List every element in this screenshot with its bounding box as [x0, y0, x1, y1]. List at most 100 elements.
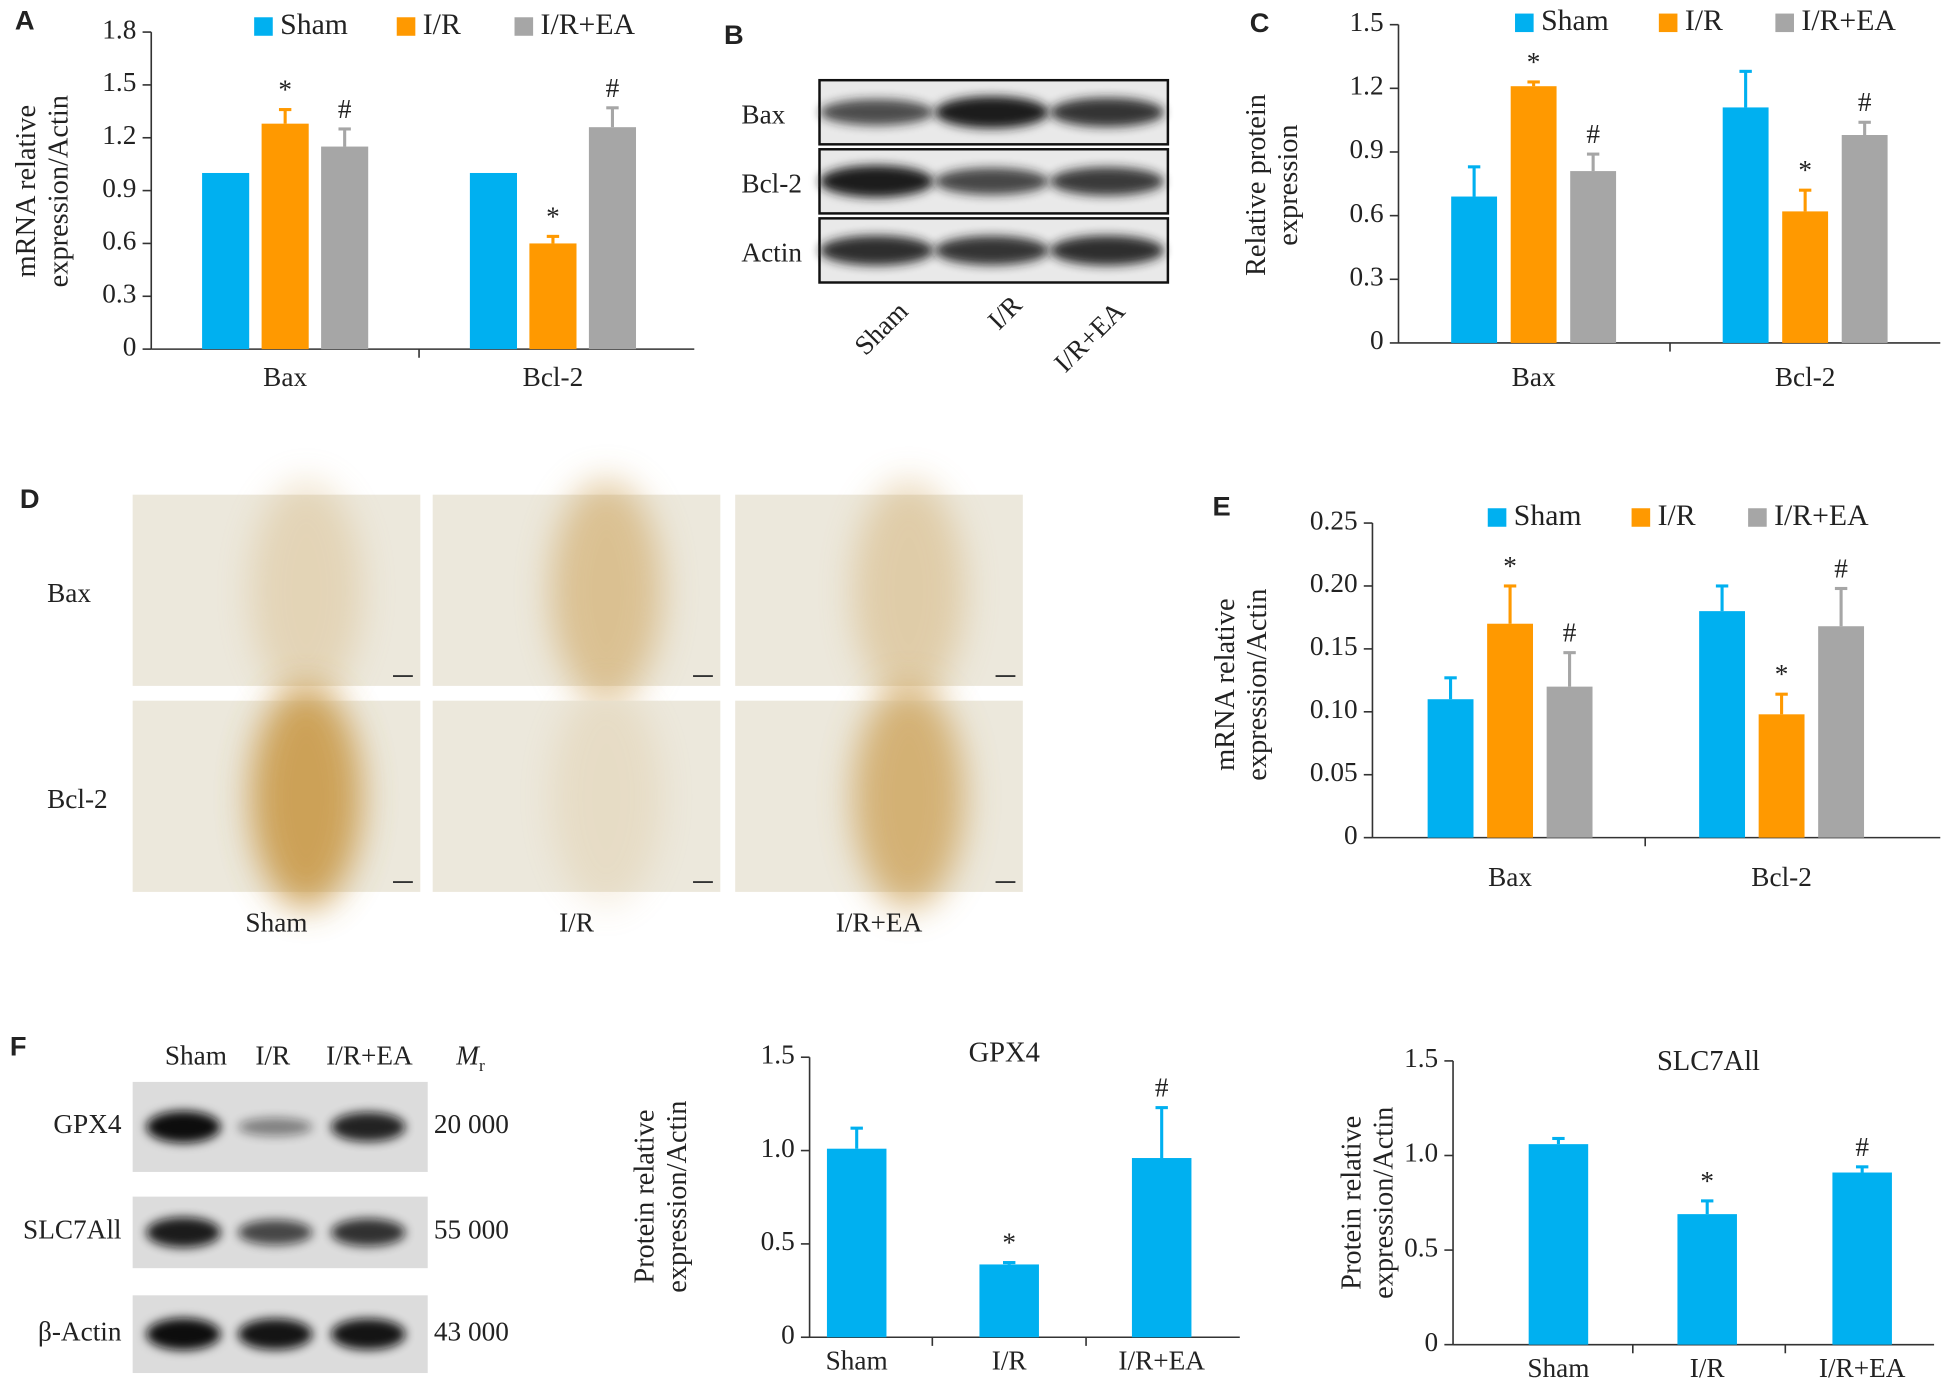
y-tick-label: 1.2 [1350, 71, 1384, 101]
y-tick-label: 0.20 [1310, 568, 1358, 598]
y-tick-label: 1.5 [102, 67, 136, 97]
bar [1487, 623, 1534, 838]
y-tick-label: 0 [781, 1320, 795, 1350]
ihc-column-label: I/R [559, 907, 595, 937]
legend-label: I/R [1658, 500, 1696, 532]
legend-swatch [1631, 508, 1651, 527]
legend-label: Sham [1514, 500, 1582, 532]
blot-band [331, 1318, 406, 1350]
x-tick-label: I/R [1690, 1353, 1726, 1383]
y-axis-label: expression/Actin [662, 1101, 693, 1293]
legend-label: Sham [1541, 5, 1609, 37]
bar [202, 172, 250, 350]
significance-mark: # [1855, 1132, 1869, 1162]
significance-mark: * [1503, 551, 1517, 581]
bar [1451, 196, 1498, 343]
bar [1427, 699, 1474, 838]
y-tick-label: 0.6 [102, 226, 136, 256]
significance-mark: # [1155, 1073, 1169, 1103]
ihc-column-label: Sham [245, 907, 307, 937]
significance-mark: * [546, 201, 560, 231]
panel-label: D [20, 483, 40, 514]
bar [1677, 1214, 1737, 1345]
significance-mark: * [1527, 47, 1541, 77]
bar [1510, 86, 1557, 343]
y-tick-label: 0.15 [1310, 631, 1358, 661]
blot-lane-label: I/R [255, 1041, 291, 1071]
y-tick-label: 0.5 [1404, 1232, 1438, 1262]
y-tick-label: 0.10 [1310, 694, 1358, 724]
legend-label: I/R+EA [541, 9, 636, 41]
blot-lane-label: Sham [849, 296, 914, 361]
x-tick-label: Bax [1488, 862, 1532, 892]
legend-label: I/R [1685, 5, 1723, 37]
bar [1546, 686, 1593, 838]
significance-mark: * [278, 75, 292, 105]
significance-mark: # [1858, 87, 1872, 117]
y-tick-label: 1.5 [1404, 1043, 1438, 1073]
bar [1722, 107, 1769, 343]
significance-mark: # [606, 73, 620, 103]
x-tick-label: Sham [1527, 1353, 1589, 1383]
ihc-stain [852, 479, 965, 702]
y-tick-label: 0.9 [1350, 134, 1384, 164]
ihc-row-label: Bcl-2 [47, 784, 108, 814]
bar [979, 1264, 1039, 1338]
y-axis-label: Protein relative [1336, 1116, 1367, 1290]
y-axis-label: expression/Actin [1369, 1107, 1400, 1299]
blot-band [1050, 167, 1165, 196]
bar [1758, 714, 1805, 838]
y-axis-label: expression/Actin [1242, 589, 1273, 781]
blot-band [1050, 235, 1165, 266]
chart-title: GPX4 [969, 1037, 1040, 1068]
significance-mark: * [1798, 155, 1812, 185]
panel-label: A [15, 4, 35, 35]
y-tick-label: 0.25 [1310, 505, 1358, 535]
y-tick-label: 1.0 [1404, 1138, 1438, 1168]
y-tick-label: 0.05 [1310, 757, 1358, 787]
x-tick-label: Bax [263, 362, 307, 392]
y-tick-label: 0 [1425, 1327, 1439, 1357]
bar [529, 243, 577, 350]
legend-swatch [1748, 508, 1767, 527]
blot-lane-label: I/R+EA [1048, 296, 1131, 378]
bar [1528, 1144, 1589, 1345]
y-axis-label: mRNA relative [11, 105, 42, 278]
mr-symbol: M [455, 1041, 480, 1071]
y-axis-label: Protein relative [630, 1110, 661, 1284]
blot-band [934, 96, 1049, 129]
blot-band [1050, 97, 1165, 127]
y-axis-label: expression [1273, 124, 1304, 245]
blot-band [331, 1218, 406, 1247]
legend-label: I/R+EA [1774, 500, 1869, 532]
legend-swatch [1515, 13, 1534, 33]
blot-band [146, 1110, 221, 1143]
panel-label: E [1213, 490, 1231, 521]
blot-lane-label: I/R+EA [326, 1041, 413, 1071]
bar [1818, 626, 1865, 838]
panel-label: C [1250, 7, 1270, 38]
blot-band [331, 1112, 406, 1142]
bar [1699, 611, 1746, 838]
bar [321, 146, 369, 350]
y-axis-label: mRNA relative [1210, 598, 1241, 771]
blot-row-label: Bax [741, 99, 785, 129]
y-axis-label: Relative protein [1241, 94, 1272, 276]
significance-mark: # [1834, 553, 1848, 583]
molecular-weight-header: Mr [455, 1041, 485, 1075]
x-tick-label: I/R+EA [1819, 1353, 1906, 1383]
x-tick-label: Bcl-2 [1751, 862, 1812, 892]
significance-mark: * [1700, 1166, 1714, 1196]
blot-band [819, 235, 934, 266]
significance-mark: # [1586, 119, 1600, 149]
bar [1131, 1158, 1192, 1338]
x-tick-label: Bcl-2 [523, 362, 584, 392]
mr-subscript: r [479, 1056, 485, 1075]
bar [469, 172, 517, 350]
blot-band [146, 1217, 221, 1248]
y-tick-label: 0 [123, 331, 137, 361]
y-tick-label: 0.3 [1350, 262, 1384, 292]
blot-band [819, 165, 934, 198]
x-tick-label: Sham [826, 1345, 888, 1375]
y-tick-label: 0.3 [102, 279, 136, 309]
